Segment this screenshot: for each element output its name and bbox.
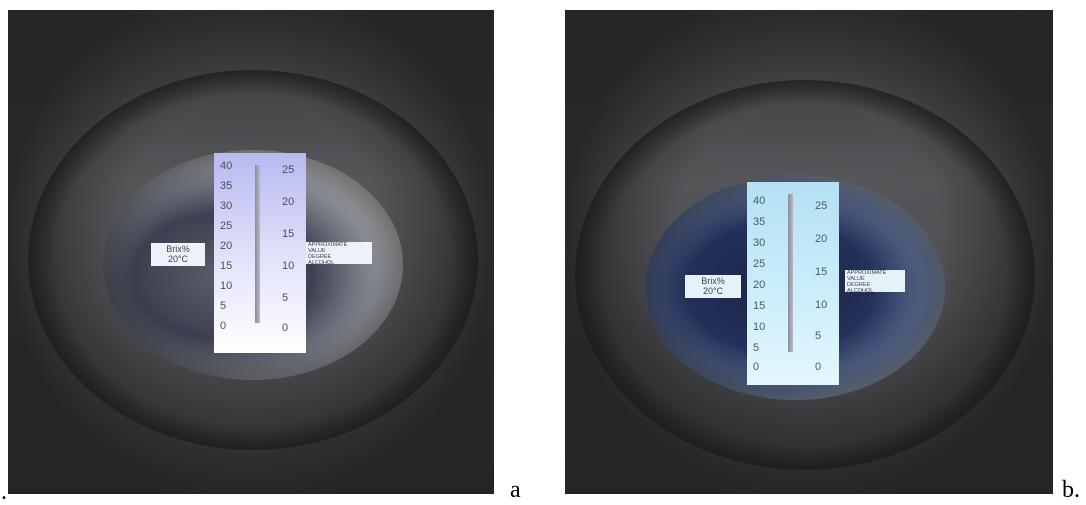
refractometer-photo-a: 40 35 30 25 20 15 10 5 0 25 20 15 10 5 0…: [8, 10, 494, 494]
brix-tick-label: 10: [753, 321, 766, 333]
brix-tick-label: 5: [220, 300, 227, 312]
refractometer-scale: 40 35 30 25 20 15 10 5 0 25 20 15 10 5 0: [747, 182, 839, 385]
brix-tick-label: 5: [753, 342, 760, 354]
brix-tag-line1: Brix%: [166, 244, 190, 254]
brix-tick-label: 0: [220, 320, 227, 332]
alcohol-tick-label: 15: [815, 266, 828, 278]
alcohol-tag-line: DEGREE: [308, 254, 332, 260]
alcohol-tag-line: ALCOHOL: [847, 288, 874, 294]
alcohol-tag-line: APPROXIMATE: [847, 270, 887, 276]
refractometer-scale: 40 35 30 25 20 15 10 5 0 25 20 15 10 5 0: [214, 153, 306, 353]
alcohol-tick-label: 5: [282, 292, 289, 304]
brix-tick-label: 20: [220, 240, 233, 252]
brix-tick-label: 15: [220, 260, 233, 272]
brix-tick-label: 35: [220, 180, 233, 192]
scale-divider: [255, 165, 260, 323]
alcohol-tick-label: 10: [815, 299, 828, 311]
refractometer-photo-b: 40 35 30 25 20 15 10 5 0 25 20 15 10 5 0…: [565, 10, 1053, 494]
alcohol-tick-label: 20: [282, 196, 295, 208]
alcohol-tick-label: 5: [815, 330, 822, 342]
alcohol-tag-line: APPROXIMATE: [308, 242, 348, 248]
brix-tag: Brix% 20°C: [151, 243, 205, 266]
brix-tag-line1: Brix%: [701, 276, 725, 286]
alcohol-tick-label: 0: [815, 361, 822, 373]
brix-tick-label: 40: [220, 160, 233, 172]
alcohol-tick-label: 15: [282, 228, 295, 240]
alcohol-tick-label: 10: [282, 260, 295, 272]
alcohol-tick-label: 0: [282, 322, 289, 334]
brix-tick-label: 30: [753, 237, 766, 249]
brix-tag: Brix% 20°C: [685, 275, 741, 298]
alcohol-tag: APPROXIMATE VALUE DEGREE ALCOHOL: [845, 270, 905, 294]
alcohol-tag-line: VALUE: [308, 248, 326, 254]
alcohol-tag-line: ALCOHOL: [308, 260, 335, 266]
alcohol-tag: APPROXIMATE VALUE DEGREE ALCOHOL: [306, 242, 372, 266]
leading-dot: .: [1, 479, 7, 505]
brix-tag-line2: 20°C: [702, 286, 724, 296]
brix-tag-line2: 20°C: [167, 254, 189, 264]
panel-label-b: b.: [1062, 477, 1080, 503]
brix-tick-label: 25: [220, 220, 233, 232]
alcohol-tick-label: 25: [815, 200, 828, 212]
brix-tick-label: 20: [753, 279, 766, 291]
alcohol-tick-label: 20: [815, 233, 828, 245]
alcohol-tick-label: 25: [282, 164, 295, 176]
alcohol-tag-line: DEGREE: [847, 282, 871, 288]
alcohol-tag-line: VALUE: [847, 276, 865, 282]
scale-divider: [788, 194, 793, 352]
brix-tick-label: 35: [753, 216, 766, 228]
brix-tick-label: 30: [220, 200, 233, 212]
brix-tick-label: 25: [753, 258, 766, 270]
brix-tick-label: 15: [753, 300, 766, 312]
brix-tick-label: 40: [753, 195, 766, 207]
brix-tick-label: 0: [753, 361, 760, 373]
brix-tick-label: 10: [220, 280, 233, 292]
panel-label-a: a: [510, 477, 521, 503]
